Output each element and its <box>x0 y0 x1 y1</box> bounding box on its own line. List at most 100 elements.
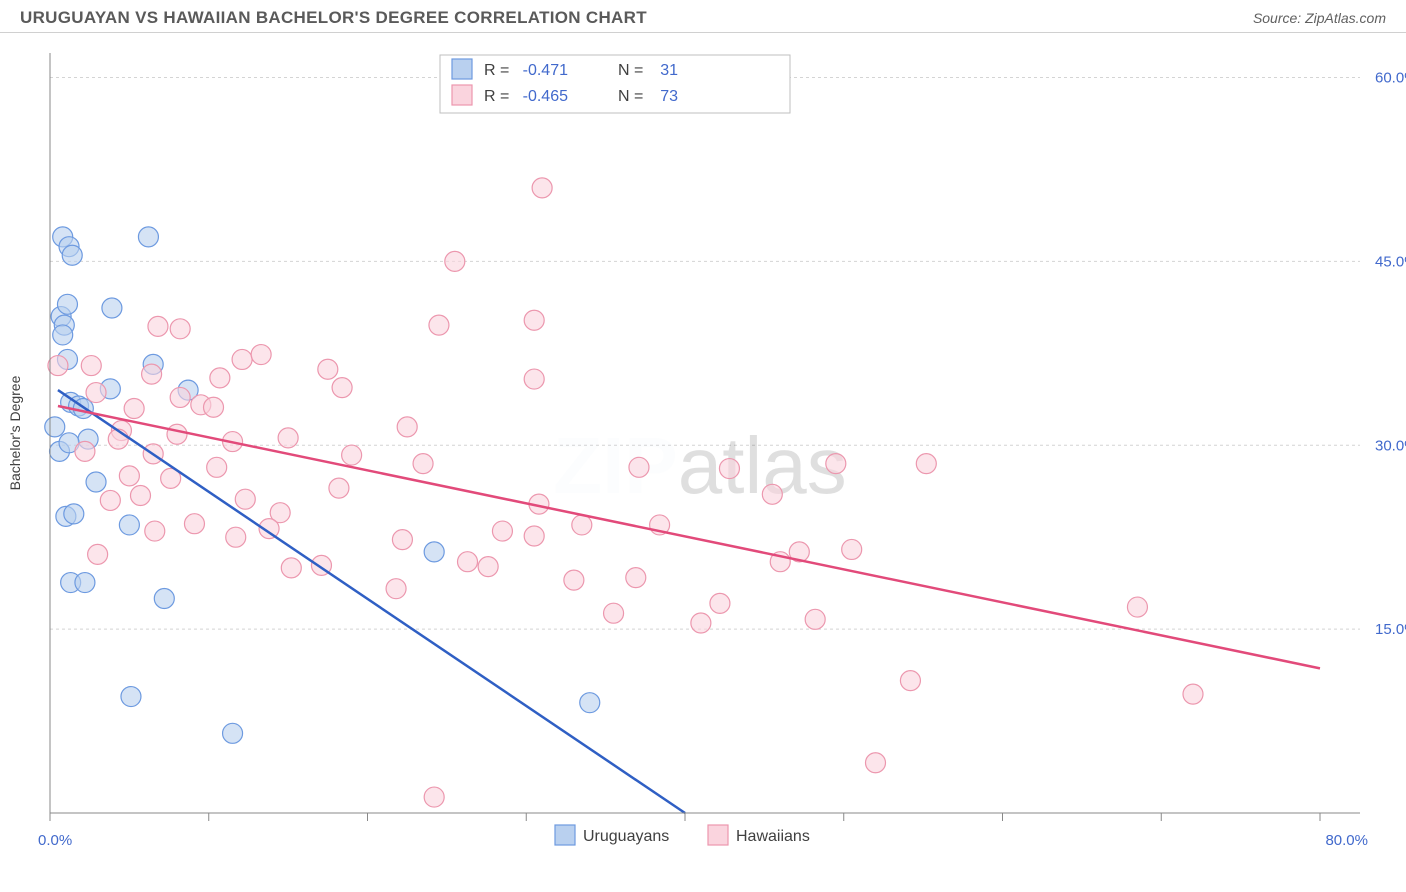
data-point <box>204 397 224 417</box>
data-point <box>691 613 711 633</box>
legend-n-label: N = <box>618 88 643 105</box>
data-point <box>719 459 739 479</box>
y-tick-label: 15.0% <box>1375 621 1406 638</box>
data-point <box>318 359 338 379</box>
bottom-legend-swatch <box>555 825 575 845</box>
data-point <box>119 515 139 535</box>
data-point <box>1183 684 1203 704</box>
legend-swatch <box>452 59 472 79</box>
data-point <box>281 558 301 578</box>
data-point <box>235 489 255 509</box>
bottom-legend-swatch <box>708 825 728 845</box>
bottom-legend-label: Uruguayans <box>583 828 669 845</box>
y-axis-label: Bachelor's Degree <box>7 375 23 490</box>
data-point <box>119 466 139 486</box>
x-tick-label: 80.0% <box>1325 832 1368 849</box>
data-point <box>226 527 246 547</box>
y-tick-label: 60.0% <box>1375 70 1406 87</box>
data-point <box>81 356 101 376</box>
data-point <box>532 178 552 198</box>
source-text: Source: ZipAtlas.com <box>1253 10 1386 26</box>
data-point <box>57 294 77 314</box>
data-point <box>278 428 298 448</box>
data-point <box>210 368 230 388</box>
data-point <box>53 325 73 345</box>
data-point <box>184 514 204 534</box>
y-tick-label: 30.0% <box>1375 437 1406 454</box>
data-point <box>86 383 106 403</box>
data-point <box>130 486 150 506</box>
data-point <box>478 557 498 577</box>
bottom-legend-label: Hawaiians <box>736 828 810 845</box>
data-point <box>392 530 412 550</box>
data-point <box>86 472 106 492</box>
data-point <box>710 593 730 613</box>
data-point <box>916 454 936 474</box>
data-point <box>762 484 782 504</box>
data-point <box>342 445 362 465</box>
data-point <box>458 552 478 572</box>
data-point <box>424 787 444 807</box>
data-point <box>397 417 417 437</box>
data-point <box>102 298 122 318</box>
data-point <box>170 387 190 407</box>
data-point <box>629 457 649 477</box>
data-point <box>232 349 252 369</box>
data-point <box>223 723 243 743</box>
data-point <box>524 369 544 389</box>
data-point <box>524 526 544 546</box>
data-point <box>900 671 920 691</box>
data-point <box>45 417 65 437</box>
data-point <box>492 521 512 541</box>
data-point <box>251 345 271 365</box>
data-point <box>1127 597 1147 617</box>
data-point <box>100 490 120 510</box>
data-point <box>429 315 449 335</box>
data-point <box>445 251 465 271</box>
data-point <box>75 441 95 461</box>
legend-n-value: 73 <box>660 88 678 105</box>
data-point <box>329 478 349 498</box>
y-tick-label: 45.0% <box>1375 253 1406 270</box>
data-point <box>48 356 68 376</box>
scatter-chart: ZIPatlas 0.0% 80.0% 15.0% 30.0% 45.0% 60.0% Bac… <box>0 33 1406 883</box>
data-point <box>604 603 624 623</box>
legend-r-value: -0.465 <box>523 88 568 105</box>
legend-n-label: N = <box>618 62 643 79</box>
data-point <box>124 398 144 418</box>
data-point <box>524 310 544 330</box>
chart-area: ZIPatlas 0.0% 80.0% 15.0% 30.0% 45.0% 60.0% Bac… <box>0 33 1406 883</box>
data-point <box>142 364 162 384</box>
data-point <box>866 753 886 773</box>
data-point <box>88 544 108 564</box>
data-point <box>386 579 406 599</box>
data-point <box>121 687 141 707</box>
data-point <box>572 515 592 535</box>
legend-r-label: R = <box>484 88 509 105</box>
data-point <box>148 316 168 336</box>
chart-title: URUGUAYAN VS HAWAIIAN BACHELOR'S DEGREE … <box>20 8 647 28</box>
data-point <box>62 245 82 265</box>
data-point <box>826 454 846 474</box>
data-point <box>145 521 165 541</box>
data-point <box>170 319 190 339</box>
data-point <box>580 693 600 713</box>
legend-r-value: -0.471 <box>523 62 568 79</box>
legend-r-label: R = <box>484 62 509 79</box>
legend-n-value: 31 <box>660 62 678 79</box>
legend-swatch <box>452 85 472 105</box>
data-point <box>564 570 584 590</box>
watermark: ZIPatlas <box>553 421 846 510</box>
data-point <box>332 378 352 398</box>
data-point <box>167 424 187 444</box>
data-point <box>154 588 174 608</box>
data-point <box>626 568 646 588</box>
data-point <box>424 542 444 562</box>
data-point <box>64 504 84 524</box>
data-point <box>138 227 158 247</box>
data-point <box>805 609 825 629</box>
data-point <box>842 539 862 559</box>
data-point <box>413 454 433 474</box>
data-point <box>75 573 95 593</box>
x-tick-label: 0.0% <box>38 832 72 849</box>
